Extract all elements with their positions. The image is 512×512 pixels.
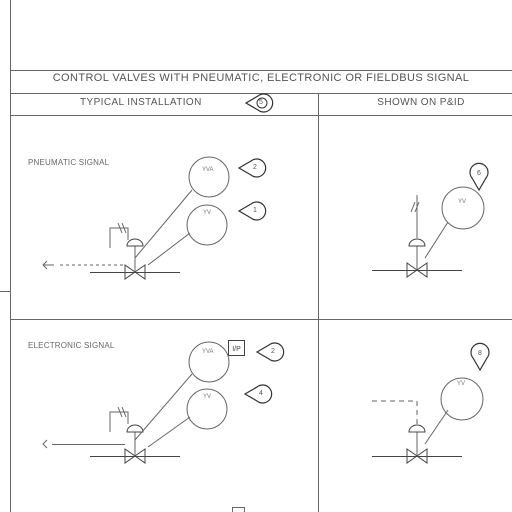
header-callout-marker bbox=[244, 93, 274, 113]
electronic-callout-b-marker bbox=[243, 384, 273, 404]
electronic-pid-bubble-tag: YV bbox=[457, 381, 466, 387]
pneumatic-callout-a-number: 2 bbox=[253, 164, 257, 171]
electronic-pid-actuator-icon bbox=[408, 424, 426, 433]
pneumatic-leader-2 bbox=[147, 232, 191, 266]
electronic-leader-2 bbox=[147, 416, 191, 448]
pneumatic-pid-symbol bbox=[372, 186, 485, 278]
pneumatic-pid-callout-number: 6 bbox=[477, 170, 481, 177]
pneumatic-signal-label: PNEUMATIC SIGNAL bbox=[28, 158, 110, 167]
electronic-supply-tick-icon bbox=[117, 406, 127, 418]
electronic-signal-label: ELECTRONIC SIGNAL bbox=[28, 341, 115, 350]
column-header-typical-installation: TYPICAL INSTALLATION bbox=[80, 97, 202, 108]
pneumatic-callout-a-marker bbox=[237, 158, 267, 178]
pneumatic-instrument-bubble-top bbox=[188, 156, 230, 198]
bottom-partial-box bbox=[232, 507, 245, 512]
table-title: CONTROL VALVES WITH PNEUMATIC, ELECTRONI… bbox=[52, 72, 470, 84]
column-header-shown-on-pid: SHOWN ON P&ID bbox=[377, 97, 465, 108]
pneumatic-pid-leader bbox=[424, 221, 449, 259]
pneumatic-pid-callout-marker bbox=[469, 162, 489, 192]
pneumatic-supply-tick-icon bbox=[117, 222, 127, 234]
electronic-signal-arrow-icon bbox=[42, 439, 48, 449]
pneumatic-pid-instrument-bubble bbox=[441, 186, 485, 230]
electronic-supply-line bbox=[109, 411, 129, 432]
electronic-pid-callout-marker bbox=[470, 342, 490, 372]
pneumatic-instrument-bubble-mid bbox=[186, 204, 228, 246]
electronic-leader-1 bbox=[134, 373, 193, 441]
pneumatic-installation bbox=[42, 156, 230, 280]
pneumatic-callout-b-marker bbox=[237, 201, 267, 221]
electronic-pid-signal-line bbox=[372, 400, 418, 424]
ip-transducer-label: I/P bbox=[232, 346, 241, 353]
pneumatic-pid-actuator-icon bbox=[408, 238, 426, 247]
ip-transducer-box bbox=[228, 340, 245, 356]
electronic-top-bubble-tag: YVA bbox=[202, 349, 214, 355]
electronic-mid-bubble-tag: YV bbox=[203, 394, 212, 400]
pneumatic-top-bubble-tag: YVA bbox=[202, 167, 214, 173]
pneumatic-pid-bubble-tag: YV bbox=[458, 199, 467, 205]
electronic-pid-callout-number: 8 bbox=[478, 350, 482, 357]
electronic-instrument-bubble-top bbox=[188, 341, 230, 383]
electronic-actuator-icon bbox=[126, 424, 144, 433]
electronic-pid-leader bbox=[424, 409, 449, 445]
electronic-callout-a-marker bbox=[255, 342, 285, 362]
header-callout-number: 5 bbox=[259, 99, 263, 106]
electronic-instrument-bubble-mid bbox=[186, 388, 228, 430]
pneumatic-callout-b-number: 1 bbox=[253, 207, 257, 214]
electronic-pid-symbol bbox=[372, 377, 484, 464]
pneumatic-pid-valve-body bbox=[406, 262, 428, 278]
electronic-pid-instrument-bubble bbox=[440, 377, 484, 421]
electronic-installation bbox=[42, 340, 245, 464]
pneumatic-supply-line bbox=[109, 227, 129, 248]
pneumatic-valve-body bbox=[124, 264, 146, 280]
pneumatic-leader-1 bbox=[134, 189, 193, 259]
electronic-valve-body bbox=[124, 448, 146, 464]
electronic-pid-valve-body bbox=[406, 448, 428, 464]
electronic-callout-b-number: 4 bbox=[259, 390, 263, 397]
pneumatic-pid-signal-tick-icon bbox=[410, 201, 420, 213]
electronic-callout-a-number: 2 bbox=[271, 348, 275, 355]
pneumatic-mid-bubble-tag: YV bbox=[203, 210, 212, 216]
pneumatic-actuator-icon bbox=[126, 238, 144, 247]
